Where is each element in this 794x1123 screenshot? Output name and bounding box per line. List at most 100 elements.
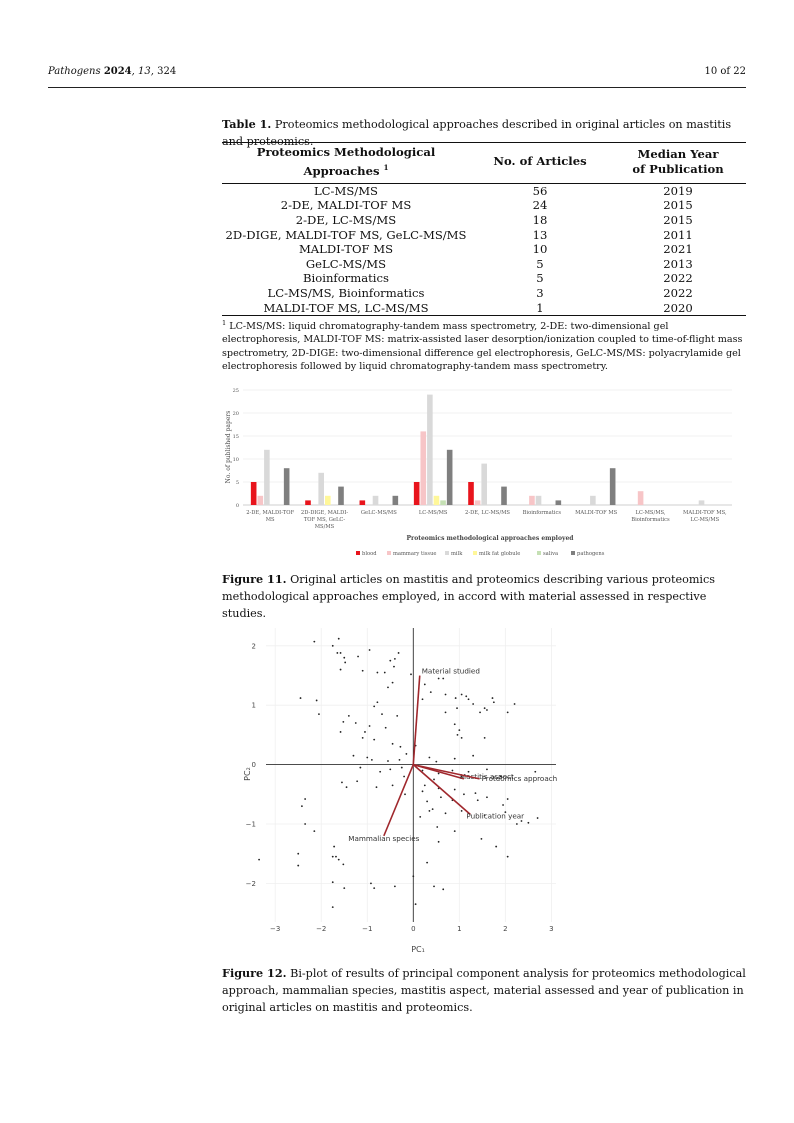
- scatter-point: [389, 659, 392, 662]
- scatter-point: [304, 823, 307, 825]
- scatter-point: [393, 885, 396, 888]
- header-approach-text: Proteomics Methodological Approaches: [256, 145, 436, 178]
- bar: [372, 495, 379, 505]
- scatter-point: [399, 745, 402, 748]
- scatter-point: [315, 699, 318, 702]
- scatter-point: [433, 885, 435, 888]
- scatter-point: [341, 781, 343, 784]
- scatter-point: [297, 864, 300, 867]
- biplot-vectors: Material studied Mastitis aspectProteomic…: [348, 667, 557, 843]
- scatter-point: [423, 784, 426, 787]
- x-tick-label: −3: [270, 925, 280, 933]
- scatter-point: [463, 793, 465, 796]
- scatter-point: [453, 788, 456, 791]
- journal-citation: Pathogens 2024, 13, 324: [48, 66, 177, 77]
- scatter-point: [258, 858, 260, 861]
- scatter-point: [301, 805, 303, 808]
- bar-chart-xlabel: Proteomics methodological approaches emp…: [407, 535, 575, 542]
- table-cell-year: 2019: [663, 183, 693, 198]
- scatter-point: [347, 715, 350, 717]
- scatter-point: [393, 657, 396, 660]
- table-cell-year: 2021: [663, 242, 693, 257]
- table-cell-count: 1: [536, 300, 544, 315]
- legend-label: milk: [451, 551, 463, 557]
- table-cell-count: 13: [532, 227, 548, 242]
- vector-label: Publication year: [466, 811, 524, 820]
- loading-vector: [412, 764, 471, 816]
- bar: [325, 495, 331, 505]
- scatter-point: [368, 725, 371, 727]
- scatter-point: [527, 821, 530, 824]
- scatter-point: [486, 796, 488, 799]
- scatter-point: [467, 698, 470, 701]
- bar: [392, 495, 399, 505]
- table-row: MALDI-TOF MS 10 2021: [222, 242, 746, 257]
- loading-vector: [412, 675, 421, 765]
- x-tick-label: Bioinformatics: [523, 510, 562, 516]
- scatter-point: [357, 655, 359, 658]
- table1-caption-text: Proteomics methodological approaches des…: [222, 118, 732, 148]
- bar: [474, 500, 481, 505]
- scatter-point: [379, 770, 382, 773]
- table1-body: LC-MS/MS 56 2019 2-DE, MALDI-TOF MS 24 2015 2-…: [222, 183, 746, 316]
- figure11-caption: Figure 11. Original articles on mastitis…: [222, 571, 746, 622]
- y-tick-label: −2: [246, 880, 256, 888]
- scatter-point: [368, 649, 371, 651]
- scatter-point: [352, 754, 355, 757]
- journal-name: Pathogens: [48, 66, 101, 77]
- x-tick-label: MS: [266, 517, 275, 523]
- scatter-point: [429, 691, 432, 694]
- scatter-point: [453, 757, 456, 760]
- scatter-point: [339, 652, 342, 654]
- scatter-point: [343, 887, 346, 890]
- scatter-point: [440, 796, 442, 799]
- scatter-point: [433, 778, 435, 781]
- scatter-point: [375, 786, 378, 789]
- x-tick-label: 0: [411, 925, 415, 933]
- bar: [609, 468, 616, 505]
- bar: [446, 449, 453, 505]
- journal-year: 2024: [103, 66, 132, 77]
- vector-label: Mammalian species: [348, 834, 419, 843]
- scatter-point: [460, 810, 463, 812]
- scatter-point: [373, 705, 376, 708]
- legend-label: milk fat globule: [479, 551, 520, 557]
- loading-vector: [413, 763, 480, 780]
- bar: [440, 500, 446, 505]
- scatter-point: [428, 756, 431, 759]
- bar: [555, 500, 562, 505]
- scatter-point: [436, 826, 439, 828]
- scatter-point: [520, 820, 523, 822]
- scatter-point: [460, 775, 463, 778]
- scatter-point: [506, 798, 509, 800]
- table-cell-approach: MALDI-TOF MS: [298, 242, 394, 257]
- bar: [420, 431, 427, 505]
- bar: [250, 482, 257, 505]
- table-cell-count: 56: [532, 183, 548, 198]
- table-cell-approach: GeLC-MS/MS: [305, 256, 387, 271]
- scatter-point: [491, 697, 494, 699]
- x-tick-label: 2-DE, LC-MS/MS: [465, 510, 510, 516]
- legend-swatch: [571, 551, 575, 555]
- x-tick-label: MALDI-TOF MS: [575, 510, 618, 516]
- figure11-caption-text: Original articles on mastitis and proteo…: [222, 573, 716, 620]
- x-tick-label: 1: [457, 925, 461, 933]
- table-cell-year: 2020: [663, 300, 693, 315]
- scatter-point: [442, 677, 445, 680]
- footnote-text: LC-MS/MS: liquid chromatography-tandem m…: [222, 321, 743, 372]
- y-tick-label: −1: [246, 821, 256, 829]
- scatter-point: [502, 804, 504, 806]
- bar-chart-ylabel: No. of published papers: [225, 411, 232, 484]
- plot-area: [243, 390, 732, 505]
- scatter-point: [383, 671, 386, 674]
- x-tick-label: 2D-DIGE, MALDI-: [301, 510, 348, 516]
- bar: [413, 482, 420, 505]
- table-row: 2-DE, LC-MS/MS 18 2015: [222, 213, 746, 228]
- bar: [468, 482, 474, 505]
- bar-chart-legend: blood mammary tissue milk milk fat globule s…: [356, 551, 605, 557]
- table-row: Bioinformatics 5 2022: [222, 271, 746, 286]
- table-cell-year: 2011: [663, 227, 693, 242]
- y-tick-label: 25: [233, 388, 239, 394]
- scatter-point: [344, 661, 347, 664]
- table1-header-count: No. of Articles: [493, 154, 587, 169]
